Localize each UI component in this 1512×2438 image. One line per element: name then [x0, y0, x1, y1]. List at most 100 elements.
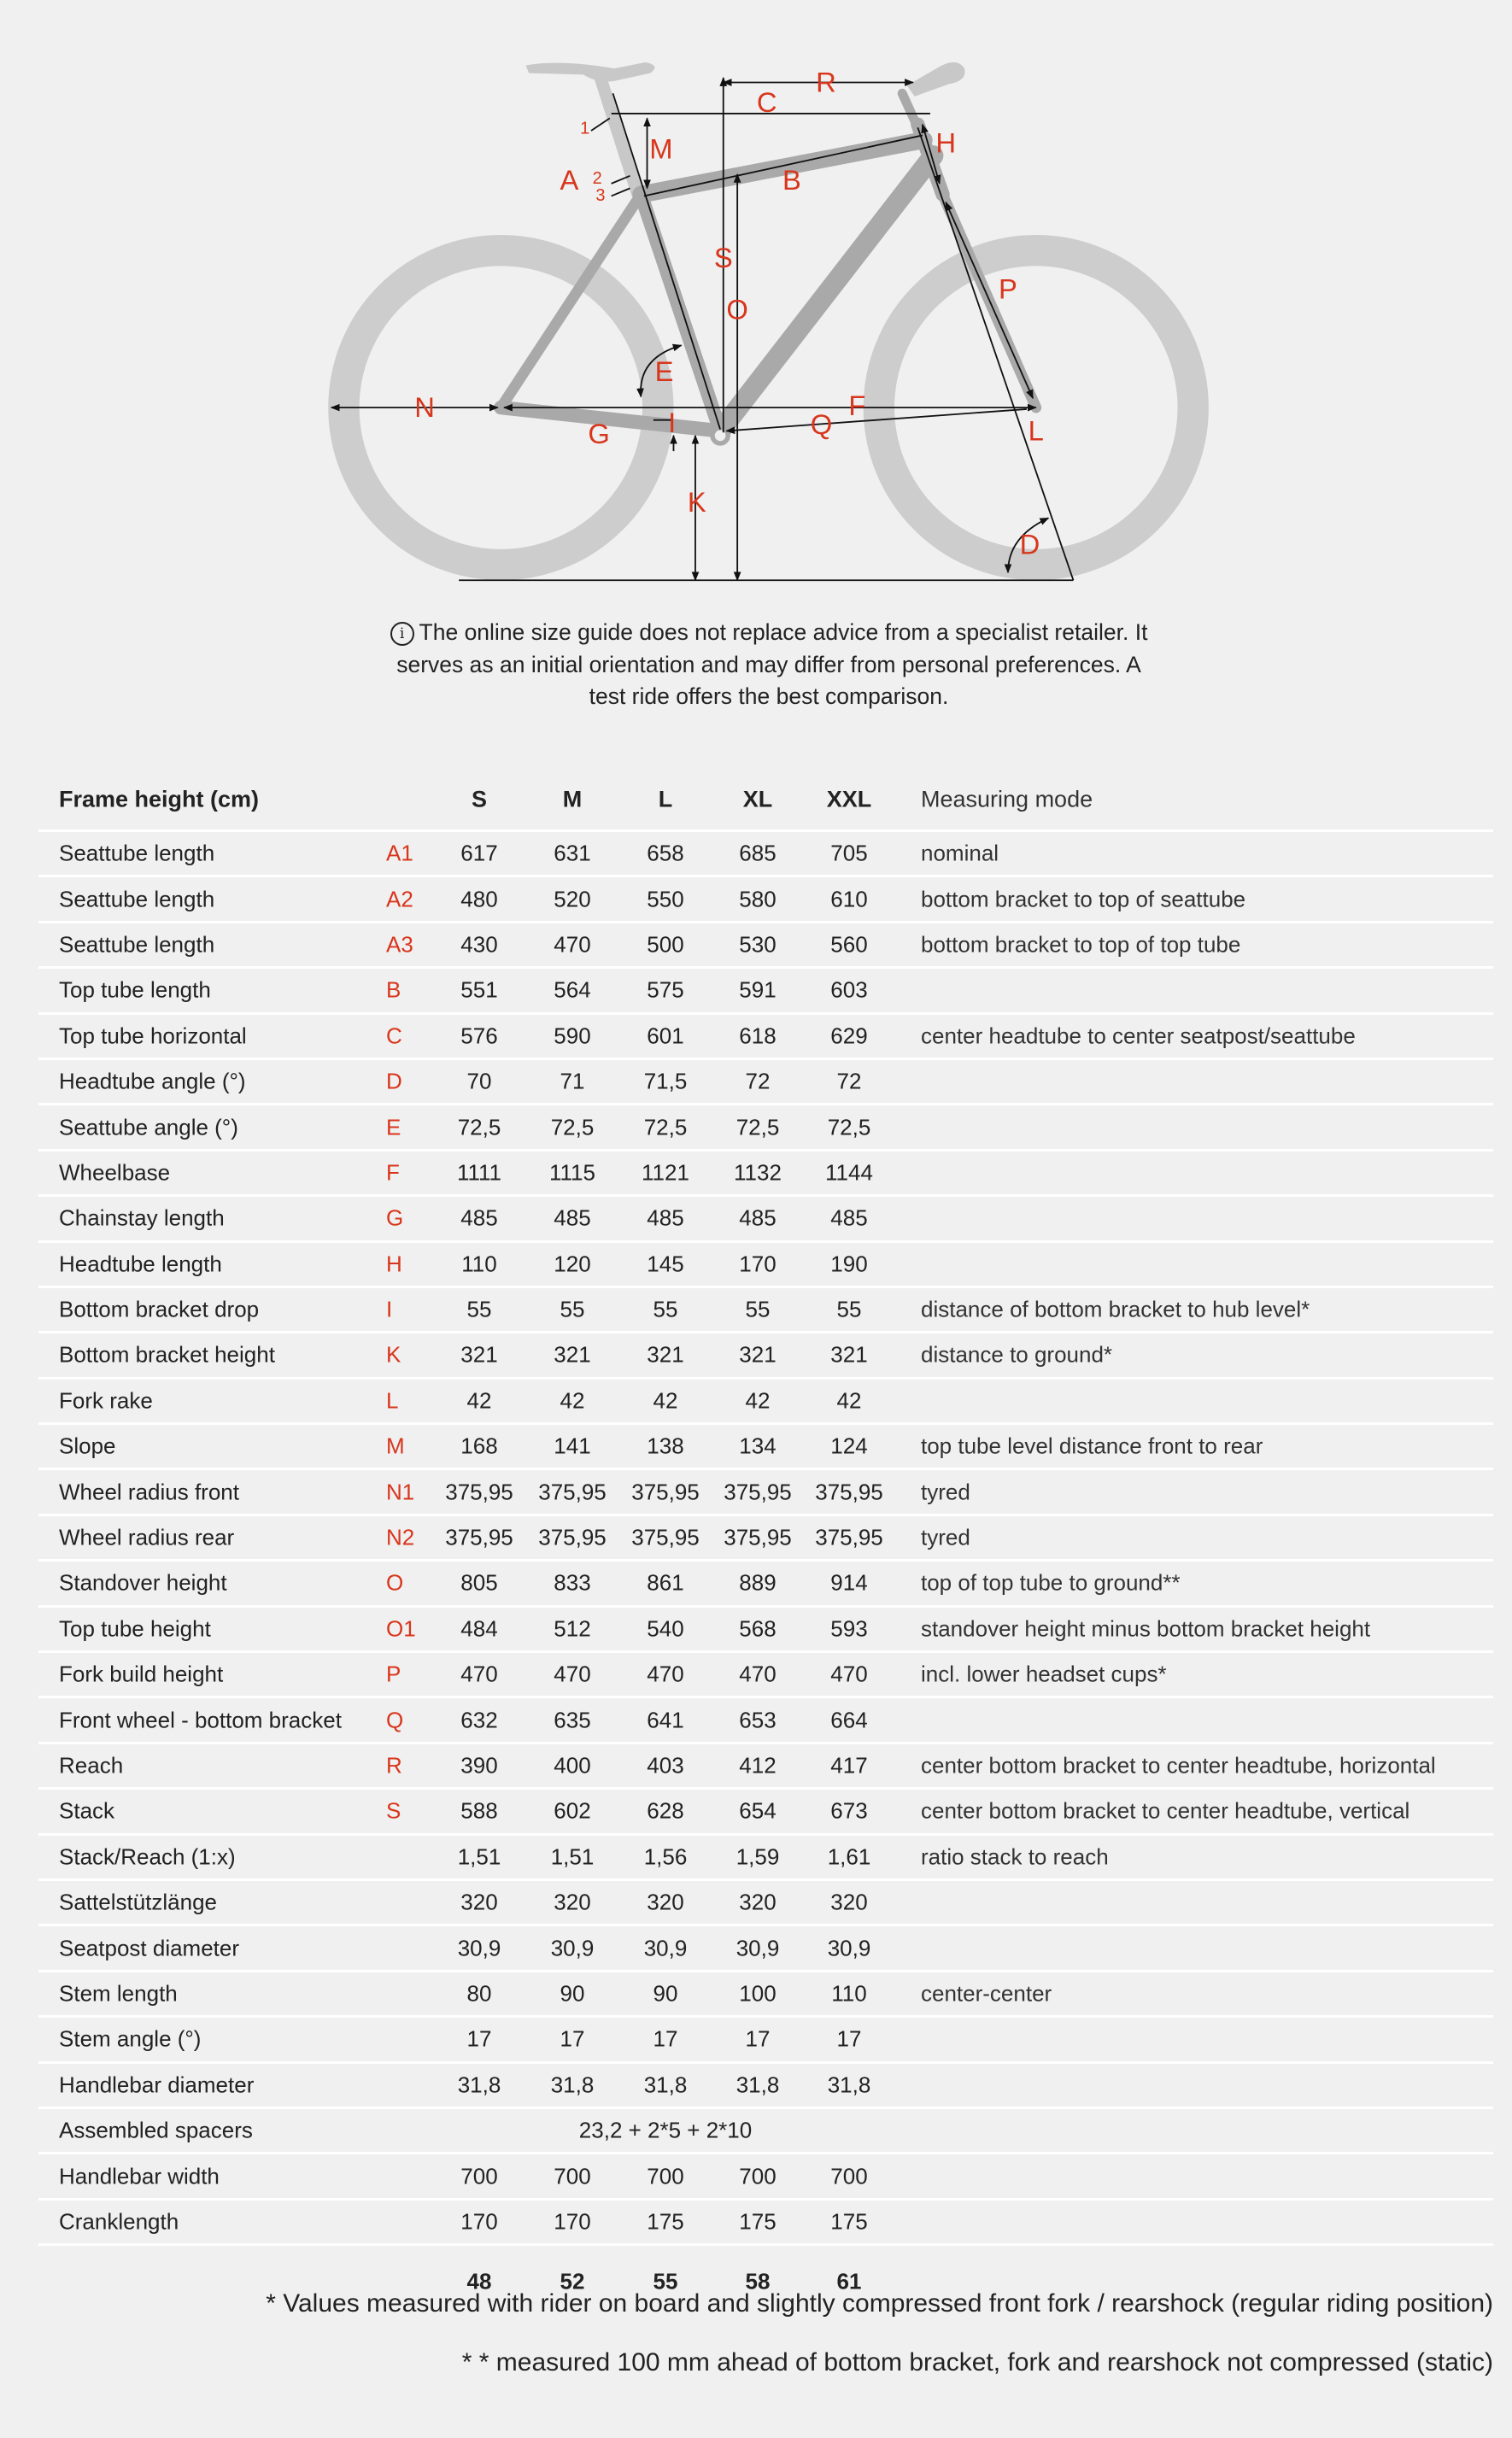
row-label: Front wheel - bottom bracket	[59, 1707, 342, 1733]
diagram-label-n: N	[414, 391, 435, 423]
row-value: 320	[460, 1889, 498, 1915]
row-label: Headtube length	[59, 1251, 222, 1277]
row-letter: Q	[386, 1707, 404, 1733]
row-value: 1,51	[550, 1843, 595, 1870]
row-value: 1144	[825, 1159, 873, 1186]
row-value: 30,9	[643, 1935, 688, 1961]
row-label: Bottom bracket drop	[59, 1296, 260, 1322]
table-row: Assembled spacers 23,2 + 2*5 + 2*10	[38, 2106, 1493, 2152]
row-value: 861	[647, 1569, 684, 1596]
row-value: 470	[739, 1661, 777, 1687]
row-value: 412	[739, 1752, 777, 1779]
table-row: Headtube length H 110 120 145 170 190	[38, 1240, 1493, 1286]
row-label: Seattube length	[59, 840, 215, 866]
row-letter: C	[386, 1023, 402, 1049]
row-letter: I	[386, 1296, 393, 1322]
row-value: 1121	[642, 1159, 689, 1186]
row-value: 631	[554, 840, 591, 866]
row-value: 71	[560, 1068, 585, 1094]
row-value: 71,5	[643, 1068, 688, 1094]
row-value: 705	[830, 840, 868, 866]
row-letter: A1	[386, 840, 413, 866]
row-value: 375,95	[538, 1479, 607, 1505]
table-row: Stem angle (°) 17 17 17 17 17	[38, 2015, 1493, 2060]
diagram-label-p: P	[999, 273, 1017, 305]
row-value: 320	[830, 1889, 868, 1915]
row-value: 55	[745, 1296, 771, 1322]
row-value: 375,95	[815, 1524, 883, 1550]
row-value: 175	[830, 2208, 868, 2235]
row-value: 110	[461, 1251, 497, 1277]
diagram-label-d: D	[1020, 528, 1040, 560]
table-row: Seattube angle (°) E 72,5 72,5 72,5 72,5 72,5	[38, 1103, 1493, 1148]
row-value: 1111	[456, 1159, 502, 1186]
row-letter: G	[386, 1204, 404, 1231]
row-measuring-mode: distance to ground*	[921, 1341, 1113, 1368]
frame-size-cm: 52	[560, 2268, 585, 2294]
row-value: 30,9	[457, 1935, 501, 1961]
row-letter: L	[386, 1387, 399, 1414]
row-value: 700	[830, 2163, 868, 2189]
row-value: 30,9	[827, 1935, 871, 1961]
row-value: 30,9	[550, 1935, 595, 1961]
disclaimer-line-3: test ride offers the best comparison.	[589, 683, 949, 709]
row-value: 31,8	[457, 2072, 501, 2098]
table-row: Stem length 80 90 90 100 110 center-center	[38, 1969, 1493, 2015]
row-value: 601	[647, 1023, 684, 1049]
row-value: 72,5	[827, 1114, 871, 1140]
frame	[494, 88, 1042, 442]
row-value: 805	[460, 1569, 498, 1596]
row-letter: H	[386, 1251, 402, 1277]
diagram-label-q: Q	[811, 408, 832, 440]
row-value: 321	[554, 1341, 591, 1368]
row-label: Stem length	[59, 1980, 178, 2007]
diagram-label-i: I	[668, 407, 676, 438]
row-label: Stack/Reach (1:x)	[59, 1843, 236, 1870]
table-row: Chainstay length G 485 485 485 485 485	[38, 1194, 1493, 1240]
row-label: Wheel radius rear	[59, 1524, 235, 1550]
row-label: Assembled spacers	[59, 2117, 253, 2143]
diagram-label-s: S	[714, 242, 733, 273]
row-value: 1,59	[735, 1843, 780, 1870]
row-value: 512	[554, 1615, 591, 1642]
table-row: Seattube length A2 480 520 550 580 610 bottom b…	[38, 875, 1493, 920]
table-row: Stack S 588 602 628 654 673 center bottom brack…	[38, 1787, 1493, 1832]
saddle	[525, 62, 655, 82]
row-measuring-mode: center bottom bracket to center headtube…	[921, 1752, 1436, 1779]
frame-size-cm-row: 48 52 55 58 61	[38, 2243, 1493, 2329]
row-span-value: 23,2 + 2*5 + 2*10	[578, 2117, 753, 2143]
row-value: 375,95	[445, 1524, 513, 1550]
row-value: 170	[739, 1251, 777, 1277]
row-value: 591	[739, 976, 777, 1003]
table-row: Fork rake L 42 42 42 42 42	[38, 1376, 1493, 1422]
row-label: Slope	[59, 1433, 116, 1459]
row-value: 470	[554, 931, 591, 958]
table-row: Front wheel - bottom bracket Q 632 635 641 65…	[38, 1696, 1493, 1741]
diagram-label-k: K	[688, 486, 706, 518]
row-label: Reach	[59, 1752, 124, 1779]
row-value: 17	[653, 2025, 678, 2052]
row-label: Wheelbase	[59, 1159, 171, 1186]
row-value: 560	[830, 931, 868, 958]
table-row: Top tube length B 551 564 575 591 603	[38, 966, 1493, 1011]
row-value: 593	[830, 1615, 868, 1642]
row-value: 400	[554, 1752, 591, 1779]
row-value: 72,5	[457, 1114, 501, 1140]
row-letter: F	[386, 1159, 400, 1186]
table-row: Top tube horizontal C 576 590 601 618 629 cente…	[38, 1011, 1493, 1058]
row-label: Fork build height	[59, 1661, 224, 1687]
row-value: 628	[647, 1797, 684, 1824]
row-label: Standover height	[59, 1569, 227, 1596]
table-row: Handlebar diameter 31,8 31,8 31,8 31,8 31,8	[38, 2060, 1493, 2107]
row-letter: K	[386, 1341, 401, 1368]
row-value: 664	[830, 1707, 868, 1733]
geometry-table: Frame height (cm) S M L XL XXL Measuring…	[38, 769, 1493, 2329]
row-value: 635	[554, 1707, 591, 1733]
diagram-label-2: 2	[593, 169, 602, 188]
row-value: 390	[460, 1752, 498, 1779]
row-letter: A3	[386, 931, 413, 958]
row-value: 17	[560, 2025, 585, 2052]
row-label: Seattube angle (°)	[59, 1114, 238, 1140]
diagram-label-3: 3	[595, 186, 605, 205]
row-value: 700	[460, 2163, 498, 2189]
